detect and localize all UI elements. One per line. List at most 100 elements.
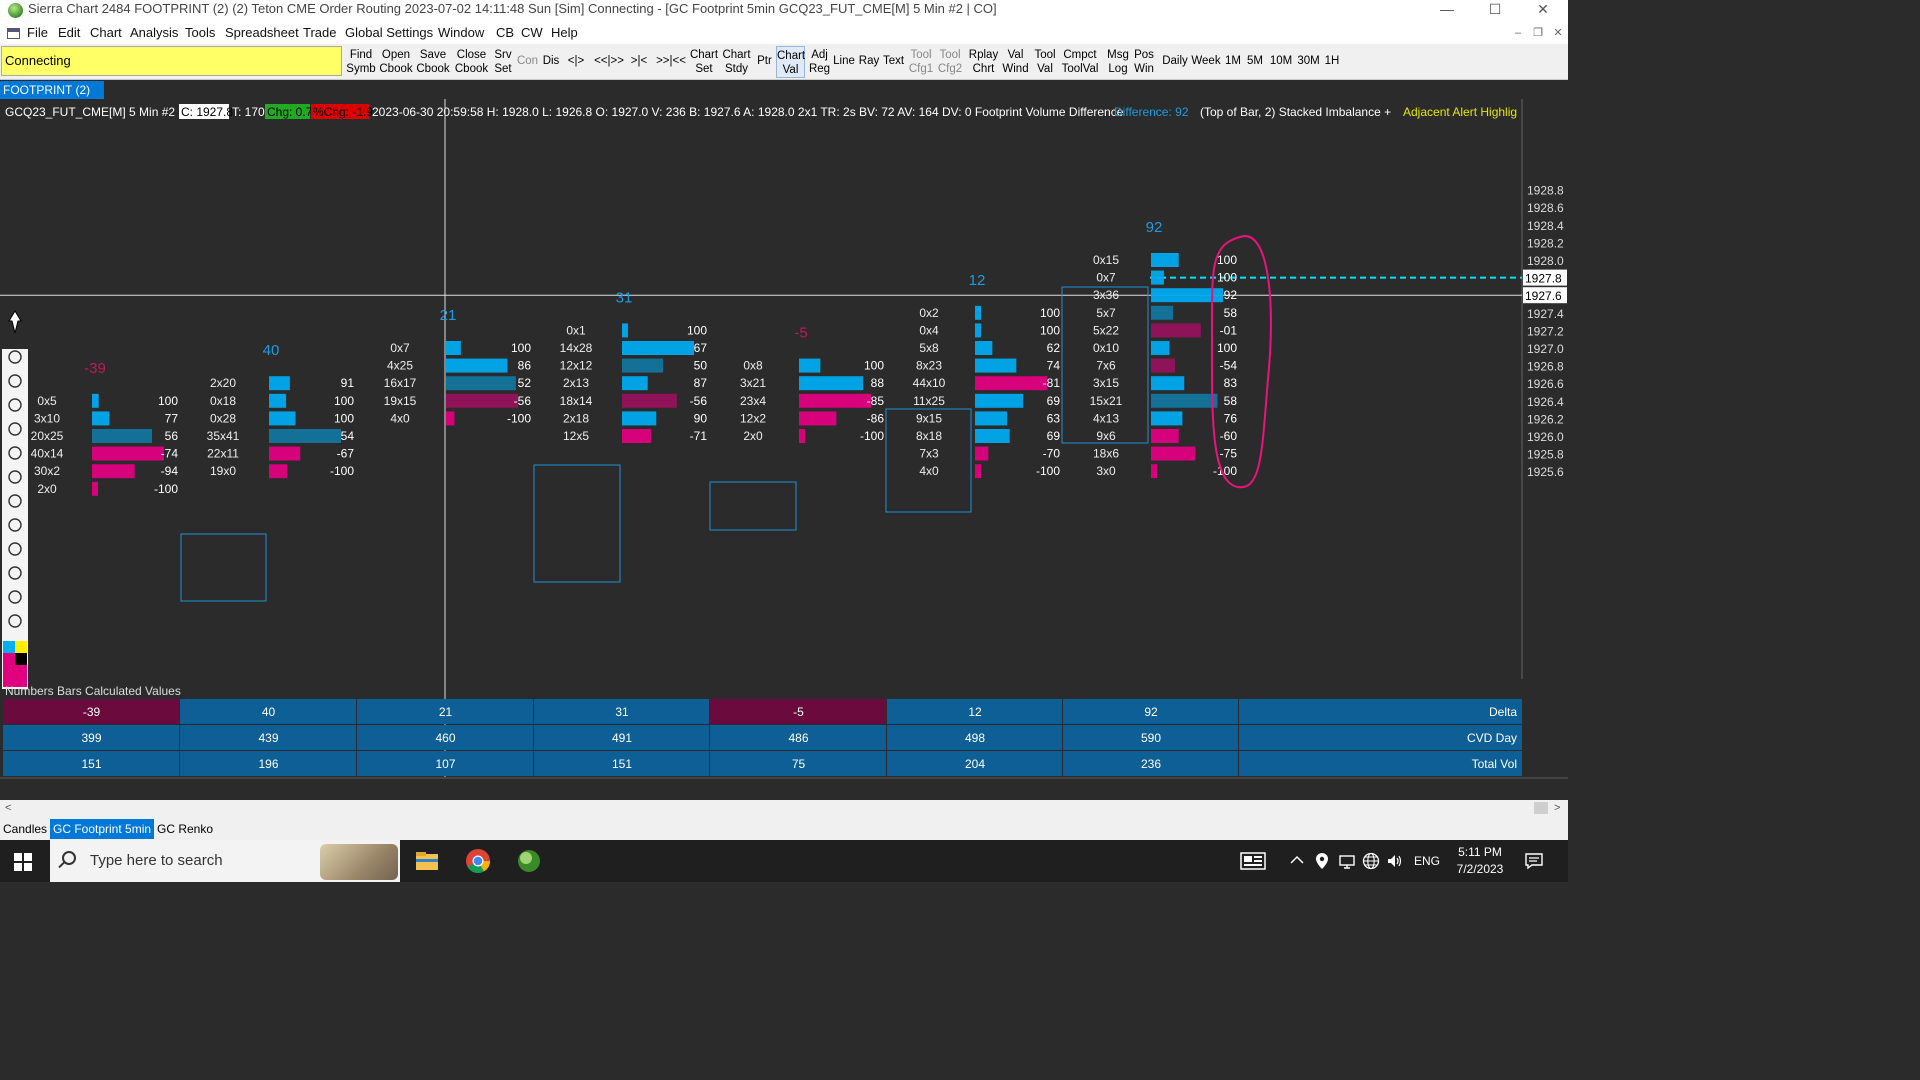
menu-cb[interactable]: CB — [496, 25, 515, 40]
toolbar-button-tool-val[interactable]: Tool Val — [1034, 49, 1056, 75]
toolbar-button-close-cbook[interactable]: Close Cbook — [454, 49, 489, 75]
menu-trade[interactable]: Trade — [303, 25, 337, 40]
scroll-right-arrow-icon[interactable]: > — [1554, 802, 1561, 814]
menu-window[interactable]: Window — [438, 25, 485, 40]
eraser-icon[interactable] — [8, 470, 22, 484]
menu-file[interactable]: File — [27, 25, 48, 40]
file-explorer-icon[interactable] — [414, 848, 440, 874]
pen-tool-icon[interactable] — [8, 310, 22, 334]
drawn-annotation-ellipse[interactable] — [1210, 235, 1272, 489]
toolbar-button-save-cbook[interactable]: Save Cbook — [416, 49, 450, 75]
chevron-up-icon[interactable] — [1290, 854, 1304, 866]
toolbar-button-daily[interactable]: Daily — [1162, 55, 1188, 67]
toolbar-button-1m[interactable]: 1M — [1225, 55, 1241, 67]
language-indicator[interactable]: ENG — [1414, 854, 1441, 868]
price-axis[interactable] — [1522, 99, 1568, 679]
menu-analysis[interactable]: Analysis — [130, 25, 179, 40]
color-swatch-yellow[interactable] — [15, 641, 27, 653]
screenshot-icon[interactable] — [8, 566, 22, 580]
news-widget-icon[interactable] — [1240, 852, 1266, 870]
toolbar-button-tool-cfg1[interactable]: Tool Cfg1 — [908, 49, 934, 75]
toolbar-button-srv-set[interactable]: Srv Set — [494, 49, 512, 75]
footprint-bid-ask: 22x11 — [207, 447, 239, 461]
camera-icon[interactable] — [8, 590, 22, 604]
toolbar-button-chart-stdy[interactable]: Chart Stdy — [722, 49, 751, 75]
toolbar-button-val-wind[interactable]: Val Wind — [1002, 49, 1029, 75]
toolbar-button-chart-val[interactable]: Chart Val — [776, 46, 805, 78]
menu-tools[interactable]: Tools — [185, 25, 216, 40]
toolbar-button-chart-set[interactable]: Chart Set — [689, 49, 719, 75]
toolbar-button-con[interactable]: Con — [516, 55, 539, 67]
toolbar-button-tool-cfg2[interactable]: Tool Cfg2 — [937, 49, 963, 75]
color-swatch-cyan[interactable] — [3, 641, 15, 653]
toolbar-button-1h[interactable]: 1H — [1324, 55, 1340, 67]
color-swatch-magenta[interactable] — [3, 653, 15, 665]
footprint-chart[interactable]: GCQ23_FUT_CME[M] 5 Min #2 C: 1927.8T: 170… — [0, 99, 1568, 779]
toolbar-button-dis[interactable]: Dis — [542, 55, 560, 67]
no-draw-icon[interactable] — [8, 398, 22, 412]
toolbar-button-10m[interactable]: 10M — [1269, 55, 1293, 67]
toolbar-button-cmpct-toolval[interactable]: Cmpct ToolVal — [1061, 49, 1099, 75]
mdi-minimize-icon[interactable]: – — [1514, 27, 1522, 39]
chart-horizontal-scrollbar[interactable]: < > — [0, 800, 1568, 816]
window-maximize-button[interactable]: ☐ — [1488, 1, 1502, 17]
pointer-icon[interactable] — [8, 374, 22, 388]
sierra-chart-app-icon — [8, 3, 23, 18]
volume-icon[interactable] — [1386, 852, 1404, 870]
clipboard-icon[interactable] — [8, 614, 22, 628]
sheet-tab-gc-footprint-5min[interactable]: GC Footprint 5min — [50, 819, 155, 839]
location-icon[interactable] — [1314, 852, 1330, 870]
color-swatch-black[interactable] — [15, 653, 27, 665]
trash-icon[interactable] — [8, 542, 22, 556]
scroll-left-arrow-icon[interactable]: < — [5, 802, 12, 814]
toolbar-button-open-cbook[interactable]: Open Cbook — [379, 49, 413, 75]
toolbar-button-ray[interactable]: Ray — [858, 55, 880, 67]
window-close-button[interactable]: ✕ — [1537, 1, 1549, 17]
chartbook-tab[interactable]: FOOTPRINT (2) (2) — [0, 81, 104, 115]
window-minimize-button[interactable]: — — [1440, 1, 1454, 17]
toolbar-button-pos-win[interactable]: Pos Win — [1134, 49, 1154, 75]
menu-global-settings[interactable]: Global Settings — [345, 25, 434, 40]
toolbar-button-week[interactable]: Week — [1191, 55, 1221, 67]
eye-icon[interactable] — [8, 350, 22, 364]
menu-chart[interactable]: Chart — [90, 25, 122, 40]
toolbar-button-text[interactable]: Text — [882, 55, 905, 67]
table-value: 498 — [965, 731, 985, 745]
toolbar-button-rplay-chrt[interactable]: Rplay Chrt — [968, 49, 999, 75]
mdi-restore-icon[interactable]: ❐ — [1533, 27, 1543, 39]
toolbar-button-xxx[interactable]: >|< — [630, 55, 648, 67]
taskbar-search-box[interactable]: Type here to search — [50, 840, 400, 882]
menu-spreadsheet[interactable]: Spreadsheet — [225, 25, 299, 40]
toolbar-button-30m[interactable]: 30M — [1297, 55, 1320, 67]
windows-start-icon[interactable] — [14, 853, 32, 871]
taskbar-clock[interactable]: 5:11 PM 7/2/2023 — [1452, 844, 1508, 878]
toolbar-button-msg-log[interactable]: Msg Log — [1107, 49, 1129, 75]
sheet-tab-candles[interactable]: Candles — [3, 822, 48, 836]
sierra-chart-taskbar-icon[interactable] — [516, 848, 542, 874]
toolbar-button-find-symb[interactable]: Find Symb — [346, 49, 376, 75]
toolbar-button-xxxxx[interactable]: >>|<< — [656, 55, 686, 67]
sheet-tab-gc-renko[interactable]: GC Renko — [157, 822, 214, 836]
toolbar-button-ptr[interactable]: Ptr — [757, 55, 772, 67]
toolbar-button-5m[interactable]: 5M — [1247, 55, 1263, 67]
mdi-close-icon[interactable]: ✕ — [1553, 27, 1563, 39]
chart-area[interactable]: GCQ23_FUT_CME[M] 5 Min #2 C: 1927.8 T: 170… — [0, 99, 1568, 779]
menu-cw[interactable]: CW — [521, 25, 543, 40]
menu-help[interactable]: Help — [551, 25, 578, 40]
color-swatch-current[interactable] — [3, 665, 27, 687]
line-tool-icon[interactable] — [8, 446, 22, 460]
toolbar-button-line[interactable]: Line — [833, 55, 855, 67]
toolbar-button-adj-reg[interactable]: Adj Reg — [808, 49, 831, 75]
globe-icon[interactable] — [1362, 852, 1380, 870]
notifications-icon[interactable] — [1524, 852, 1544, 870]
tag-icon[interactable] — [8, 422, 22, 436]
toolbar-button-xxxxx[interactable]: <<|>> — [594, 55, 624, 67]
menu-edit[interactable]: Edit — [58, 25, 81, 40]
network-icon[interactable] — [1338, 852, 1356, 870]
connection-status-field[interactable]: Connecting — [1, 46, 342, 76]
undo-icon[interactable] — [8, 518, 22, 532]
dot-icon[interactable] — [8, 494, 22, 508]
toolbar-button-xxx[interactable]: <|> — [567, 55, 585, 67]
chrome-icon[interactable] — [465, 848, 491, 874]
scroll-thumb[interactable] — [1534, 802, 1548, 814]
